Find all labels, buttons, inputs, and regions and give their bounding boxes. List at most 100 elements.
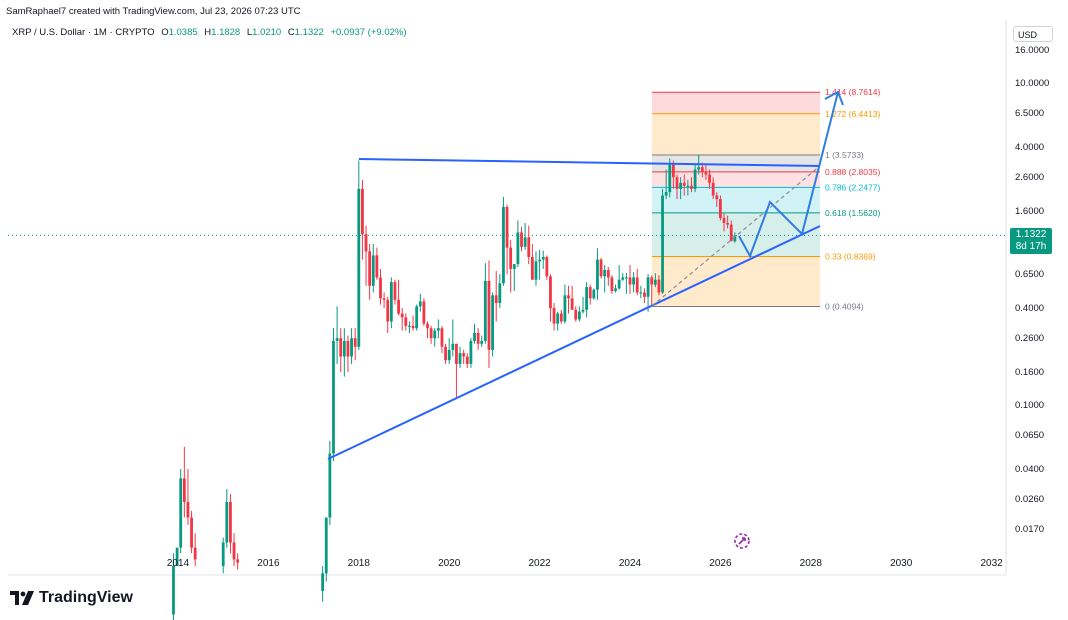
- candle-body: [473, 333, 476, 341]
- candle-body: [635, 277, 639, 293]
- candle-body: [733, 235, 737, 242]
- candle-body: [512, 264, 516, 269]
- fib-trend-dashed-line: [651, 165, 821, 307]
- x-tick-label: 2030: [890, 558, 913, 569]
- candle-body: [357, 188, 361, 347]
- candle-body: [606, 269, 610, 278]
- support-trendline: [327, 225, 821, 460]
- candle-body: [494, 295, 498, 304]
- fib-zone: [652, 256, 820, 307]
- y-tick-label: 0.0260: [1015, 494, 1044, 505]
- fib-zone: [652, 113, 820, 155]
- candle-body: [559, 313, 563, 322]
- candle-body: [581, 309, 585, 312]
- x-tick-label: 2018: [348, 558, 371, 569]
- currency-selector[interactable]: USD: [1013, 26, 1053, 42]
- x-tick-label: 2032: [980, 558, 1003, 569]
- candle-body: [393, 282, 397, 300]
- candle-body: [429, 328, 433, 339]
- candle-body: [643, 292, 646, 297]
- high-value: 1.1828: [211, 27, 241, 38]
- candle-body: [397, 299, 400, 314]
- low-label: L: [246, 27, 253, 38]
- candle-body: [679, 182, 683, 189]
- candle-body: [614, 288, 617, 292]
- candle-body: [538, 259, 541, 262]
- candle-body: [465, 356, 469, 364]
- candle-body: [624, 277, 628, 279]
- fib-level-label: 0.33 (0.8369): [825, 251, 876, 261]
- candle-body: [498, 283, 502, 304]
- candle-body: [697, 167, 701, 170]
- candle-body: [657, 279, 661, 293]
- chart-attribution: SamRaphael7 created with TradingView.com…: [6, 6, 301, 17]
- tradingview-logo-text: TradingView: [39, 589, 133, 606]
- y-tick-label: 0.0170: [1015, 524, 1044, 535]
- y-tick-label: 4.0000: [1015, 142, 1044, 153]
- last-price-tag: 1.1322 8d 17h: [1010, 228, 1052, 254]
- candle-body: [186, 501, 190, 518]
- candle-body: [567, 295, 570, 299]
- candle-body: [175, 547, 179, 566]
- candle-body: [722, 218, 726, 224]
- candle-body: [556, 313, 560, 324]
- candle-body: [193, 547, 197, 560]
- open-value: 1.0385: [168, 27, 198, 38]
- y-tick-label: 1.6000: [1015, 206, 1044, 217]
- y-tick-label: 0.2600: [1015, 333, 1044, 344]
- candle-body: [339, 338, 343, 357]
- fib-level-label: 0.786 (2.2477): [825, 182, 880, 192]
- candle-body: [690, 185, 693, 189]
- candle-body: [628, 277, 632, 285]
- candle-body: [509, 247, 513, 269]
- candle-body: [221, 542, 225, 566]
- candle-body: [371, 255, 375, 286]
- candle-body: [350, 338, 353, 357]
- candle-body: [458, 353, 462, 364]
- candle-body: [172, 566, 175, 615]
- replay-icon[interactable]: [733, 532, 751, 550]
- candle-body: [570, 298, 574, 310]
- candle-body: [361, 188, 364, 235]
- candle-body: [596, 259, 599, 290]
- fib-level-label: 0.888 (2.8035): [825, 167, 880, 177]
- candle-body: [469, 340, 473, 364]
- candle-body: [404, 317, 408, 326]
- candle-body: [541, 257, 545, 260]
- candle-body: [236, 559, 240, 563]
- x-tick-label: 2026: [709, 558, 732, 569]
- candle-body: [704, 172, 708, 175]
- candle-body: [400, 313, 404, 318]
- y-tick-label: 0.4000: [1015, 303, 1044, 314]
- candle-body: [408, 325, 411, 327]
- candle-body: [729, 224, 733, 242]
- tradingview-logo[interactable]: TradingView: [10, 589, 133, 607]
- symbol-name[interactable]: XRP / U.S. Dollar · 1M · CRYPTO: [12, 27, 155, 38]
- y-tick-label: 0.1000: [1015, 400, 1044, 411]
- candle-body: [505, 206, 509, 248]
- fib-zone: [652, 154, 820, 172]
- candle-body: [422, 301, 426, 324]
- candle-body: [719, 199, 722, 219]
- candle-body: [389, 282, 393, 322]
- candle-body: [664, 192, 668, 196]
- candle-body: [480, 340, 484, 344]
- y-tick-label: 0.0400: [1015, 464, 1044, 475]
- candle-body: [552, 308, 556, 324]
- close-label: C: [287, 27, 295, 38]
- candle-body: [668, 164, 672, 193]
- candle-body: [534, 261, 538, 280]
- candle-body: [671, 164, 675, 178]
- candle-body: [179, 478, 183, 548]
- candle-body: [530, 257, 534, 280]
- fib-level-label: 0.618 (1.5620): [825, 208, 880, 218]
- candle-body: [487, 280, 491, 350]
- candle-body: [574, 309, 578, 320]
- candle-body: [675, 177, 679, 189]
- candle-body: [650, 277, 654, 285]
- candle-body: [382, 298, 386, 300]
- fib-level-label: 0 (0.4094): [825, 301, 864, 311]
- candle-body: [682, 182, 686, 186]
- candle-body: [491, 295, 494, 350]
